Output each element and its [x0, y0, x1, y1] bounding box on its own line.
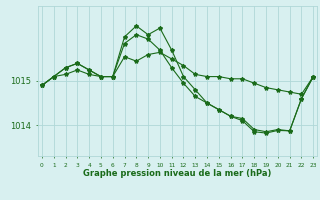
X-axis label: Graphe pression niveau de la mer (hPa): Graphe pression niveau de la mer (hPa)	[84, 169, 272, 178]
